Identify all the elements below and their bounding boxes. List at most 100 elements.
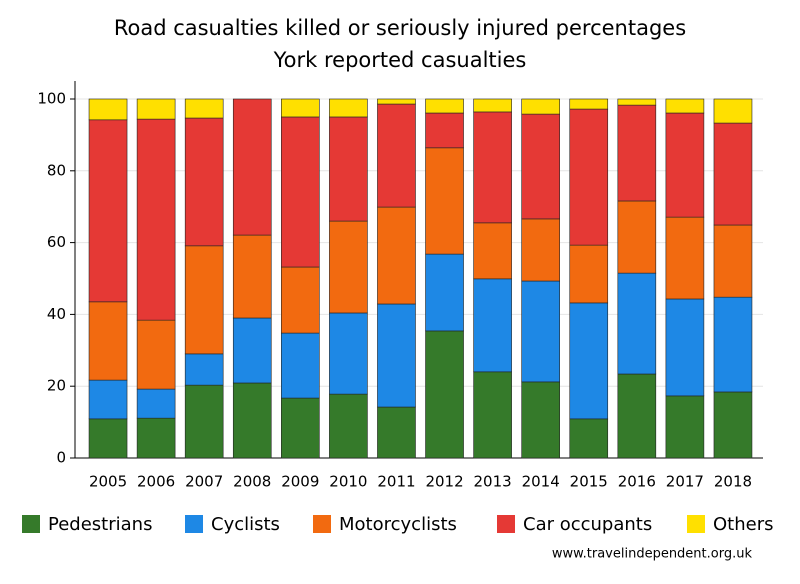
bar-segment (377, 206, 416, 305)
bar-segment (184, 245, 224, 355)
bar-segment (569, 244, 609, 304)
bar-segment (329, 98, 368, 118)
bar-segment (88, 119, 128, 303)
legend-label: Pedestrians (48, 514, 152, 535)
bar-segment (425, 112, 464, 149)
y-tick-label: 20 (47, 377, 66, 395)
bar-segment (521, 218, 560, 282)
bar-segment (184, 384, 224, 459)
bar-segment (665, 298, 705, 397)
x-tick-label: 2008 (233, 473, 271, 491)
x-tick-label: 2017 (666, 473, 704, 491)
y-tick-label: 60 (47, 233, 66, 251)
x-tick-label: 2018 (714, 473, 752, 491)
x-tick-label: 2011 (377, 473, 415, 491)
bar-segment (136, 388, 176, 419)
bar-segment (425, 147, 464, 255)
bar-segment (88, 301, 128, 381)
bar-segment (713, 98, 753, 124)
bar-segment (88, 418, 128, 459)
bar-segment (569, 98, 609, 110)
bar-segment (473, 371, 512, 459)
bar-segment (473, 98, 512, 113)
bar-segment (281, 397, 320, 459)
bar-segment (232, 98, 272, 236)
x-tick-label: 2007 (185, 473, 223, 491)
bar-segment (184, 117, 224, 247)
bar-segment (521, 280, 560, 383)
bar-segment (713, 391, 753, 459)
bar-segment (569, 302, 609, 420)
bar-segment (281, 98, 320, 118)
bar-segment (569, 108, 609, 246)
legend-swatch (185, 515, 203, 533)
legend-label: Car occupants (523, 514, 652, 535)
bar-segment (136, 98, 176, 120)
bar-segment (329, 116, 368, 222)
bar-segment (329, 220, 368, 314)
chart-subtitle: York reported casualties (273, 48, 527, 72)
bar-segment (281, 266, 320, 334)
x-tick-label: 2012 (425, 473, 463, 491)
x-tick-label: 2005 (89, 473, 127, 491)
x-tick-label: 2009 (281, 473, 319, 491)
bar-segment (377, 103, 416, 208)
bar-segment (281, 116, 320, 268)
bar-segment (88, 379, 128, 420)
bar-segment (232, 382, 272, 459)
bar-segment (329, 312, 368, 395)
bar-segment (521, 98, 560, 115)
bar-segment (473, 222, 512, 280)
bar-segment (377, 406, 416, 459)
bar-segment (136, 118, 176, 321)
y-tick-label: 40 (47, 305, 66, 323)
bar-segment (281, 332, 320, 399)
x-tick-label: 2006 (137, 473, 175, 491)
legend-label: Cyclists (211, 514, 280, 535)
legend-swatch (22, 515, 40, 533)
bar-segment (617, 373, 657, 459)
bar-segment (232, 317, 272, 384)
legend-swatch (313, 515, 331, 533)
bar-segment (521, 113, 560, 220)
bar-segment (425, 330, 464, 459)
bar-segment (232, 234, 272, 319)
bar-segment (665, 98, 705, 114)
bar-segment (88, 98, 128, 121)
bar-segment (617, 98, 657, 106)
bar-segment (617, 200, 657, 274)
bar-segment (377, 98, 416, 105)
y-tick-label: 0 (56, 449, 66, 467)
legend-label: Motorcyclists (339, 514, 457, 535)
bar-segment (136, 319, 176, 390)
bar-segment (184, 353, 224, 386)
bar-segment (665, 216, 705, 300)
x-tick-label: 2014 (522, 473, 560, 491)
x-tick-label: 2015 (570, 473, 608, 491)
bar-segment (713, 122, 753, 226)
legend-swatch (497, 515, 515, 533)
legend-swatch (687, 515, 705, 533)
bar-segment (425, 253, 464, 332)
bar-segment (329, 393, 368, 459)
bar-segment (617, 272, 657, 375)
bar-segment (569, 418, 609, 459)
bar-segment (665, 112, 705, 218)
bar-segment (617, 104, 657, 202)
bar-segment (665, 395, 705, 459)
source: www.travelindependent.org.uk (552, 547, 753, 562)
bar-segment (473, 111, 512, 224)
bar-segment (473, 278, 512, 373)
bar-segment (713, 224, 753, 298)
bar-segment (136, 417, 176, 459)
bar-segment (377, 303, 416, 408)
y-tick-label: 100 (37, 90, 66, 108)
x-tick-label: 2010 (329, 473, 367, 491)
x-tick-label: 2013 (474, 473, 512, 491)
bar-segment (521, 381, 560, 459)
legend-label: Others (713, 514, 774, 535)
bar-segment (425, 98, 464, 114)
x-tick-label: 2016 (618, 473, 656, 491)
y-tick-label: 80 (47, 161, 66, 179)
